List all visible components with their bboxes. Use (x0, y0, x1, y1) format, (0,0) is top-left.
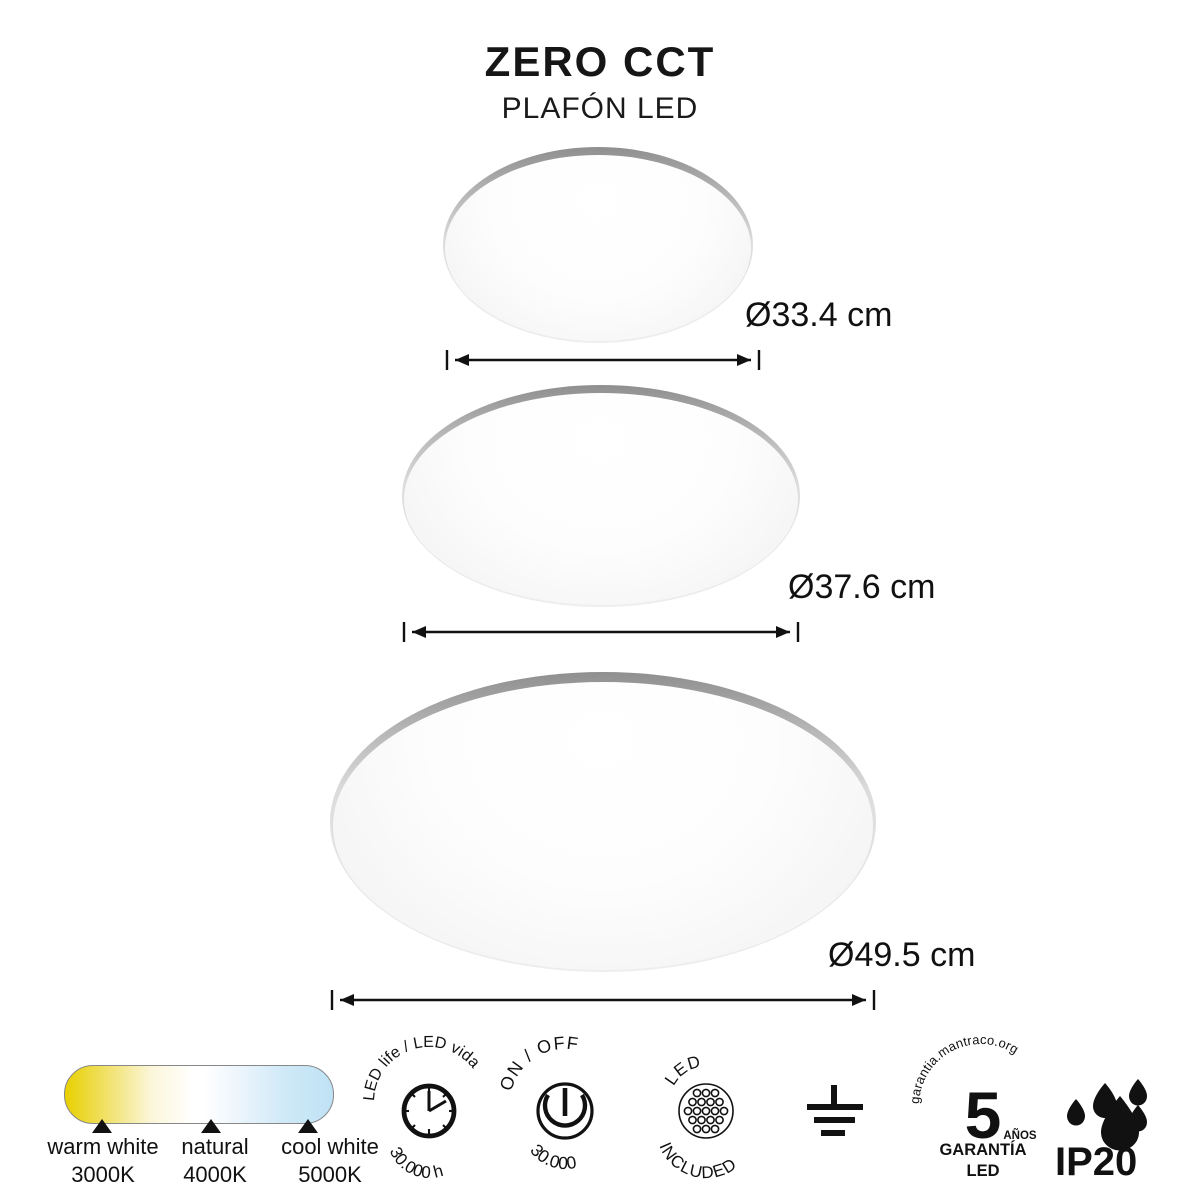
svg-text:30.000: 30.000 (526, 1140, 578, 1173)
svg-text:INCLUDED: INCLUDED (655, 1140, 740, 1183)
svg-text:LED: LED (661, 1052, 703, 1089)
svg-text:IP20: IP20 (1055, 1140, 1137, 1184)
svg-text:LED: LED (967, 1162, 1000, 1180)
svg-text:GARANTÍA: GARANTÍA (939, 1140, 1026, 1159)
svg-text:30.000 h: 30.000 h (386, 1144, 445, 1182)
